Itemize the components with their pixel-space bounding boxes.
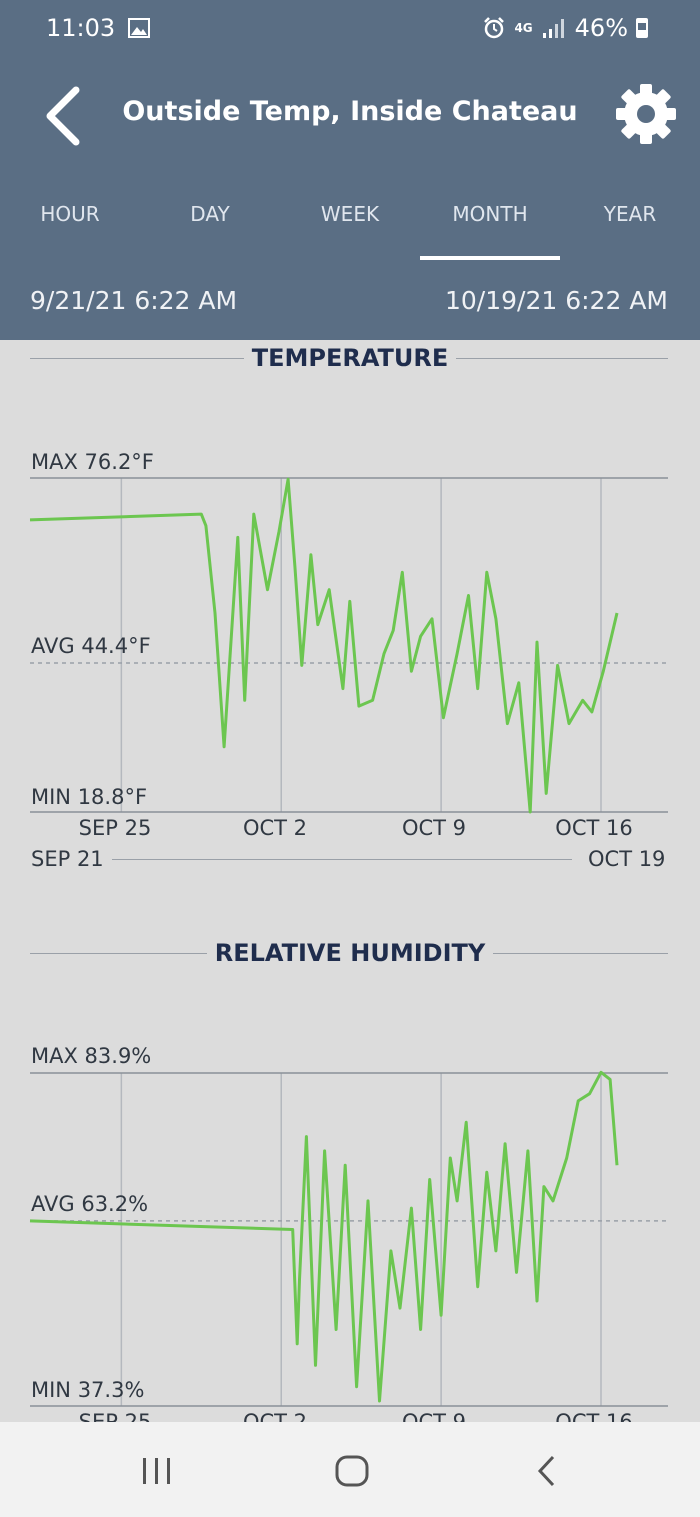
back-arrow-icon[interactable] (40, 84, 100, 148)
humidity-section-title: RELATIVE HUMIDITY (0, 939, 700, 967)
temperature-x-tick: OCT 2 (242, 816, 308, 840)
status-icons: 4G 46% (482, 14, 648, 42)
status-time: 11:03 (46, 14, 116, 42)
range-slider-track[interactable] (112, 859, 572, 860)
network-type-icon: 4G (514, 21, 533, 35)
temperature-min-label: MIN 18.8°F (31, 785, 148, 809)
temperature-section-title: TEMPERATURE (0, 344, 700, 372)
battery-percent: 46% (574, 14, 628, 42)
selected-tab-indicator (420, 256, 560, 260)
temperature-chart (29, 477, 668, 1407)
tab-hour[interactable]: HOUR (40, 202, 100, 226)
signal-strength-icon (542, 19, 564, 38)
temperature-max-label: MAX 76.2°F (31, 450, 154, 474)
temperature-avg-label: AVG 44.4°F (31, 634, 151, 658)
system-back-icon[interactable] (534, 1454, 560, 1488)
tab-month[interactable]: MONTH (452, 202, 528, 226)
temperature-x-tick: OCT 16 (555, 816, 633, 840)
gallery-notification-icon (128, 18, 150, 38)
humidity-series-line (29, 1070, 619, 1403)
temperature-x-tick: OCT 9 (401, 816, 467, 840)
page-title: Outside Temp, Inside Chateau (122, 96, 578, 127)
humidity-avg-label: AVG 63.2% (31, 1192, 149, 1216)
humidity-min-label: MIN 37.3% (31, 1378, 145, 1402)
tab-year[interactable]: YEAR (603, 202, 657, 226)
range-start-date: 9/21/21 6:22 AM (30, 286, 238, 315)
tab-day[interactable]: DAY (190, 202, 230, 226)
gear-icon[interactable] (614, 82, 678, 146)
app-header: 11:03 4G 46% Outside Temp, Inside Chatea… (0, 0, 700, 340)
system-navigation-bar (0, 1422, 700, 1517)
range-slider-end-label: OCT 19 (588, 847, 666, 871)
temperature-series-line (29, 477, 619, 814)
humidity-max-label: MAX 83.9% (31, 1044, 152, 1068)
range-slider-start-label: SEP 21 (31, 847, 104, 871)
tab-week[interactable]: WEEK (320, 202, 380, 226)
temperature-x-tick: SEP 25 (78, 816, 152, 840)
home-icon[interactable] (334, 1454, 370, 1488)
alarm-icon (484, 17, 505, 39)
recent-apps-icon[interactable] (140, 1456, 174, 1486)
range-end-date: 10/19/21 6:22 AM (445, 286, 668, 315)
battery-icon (636, 18, 648, 38)
